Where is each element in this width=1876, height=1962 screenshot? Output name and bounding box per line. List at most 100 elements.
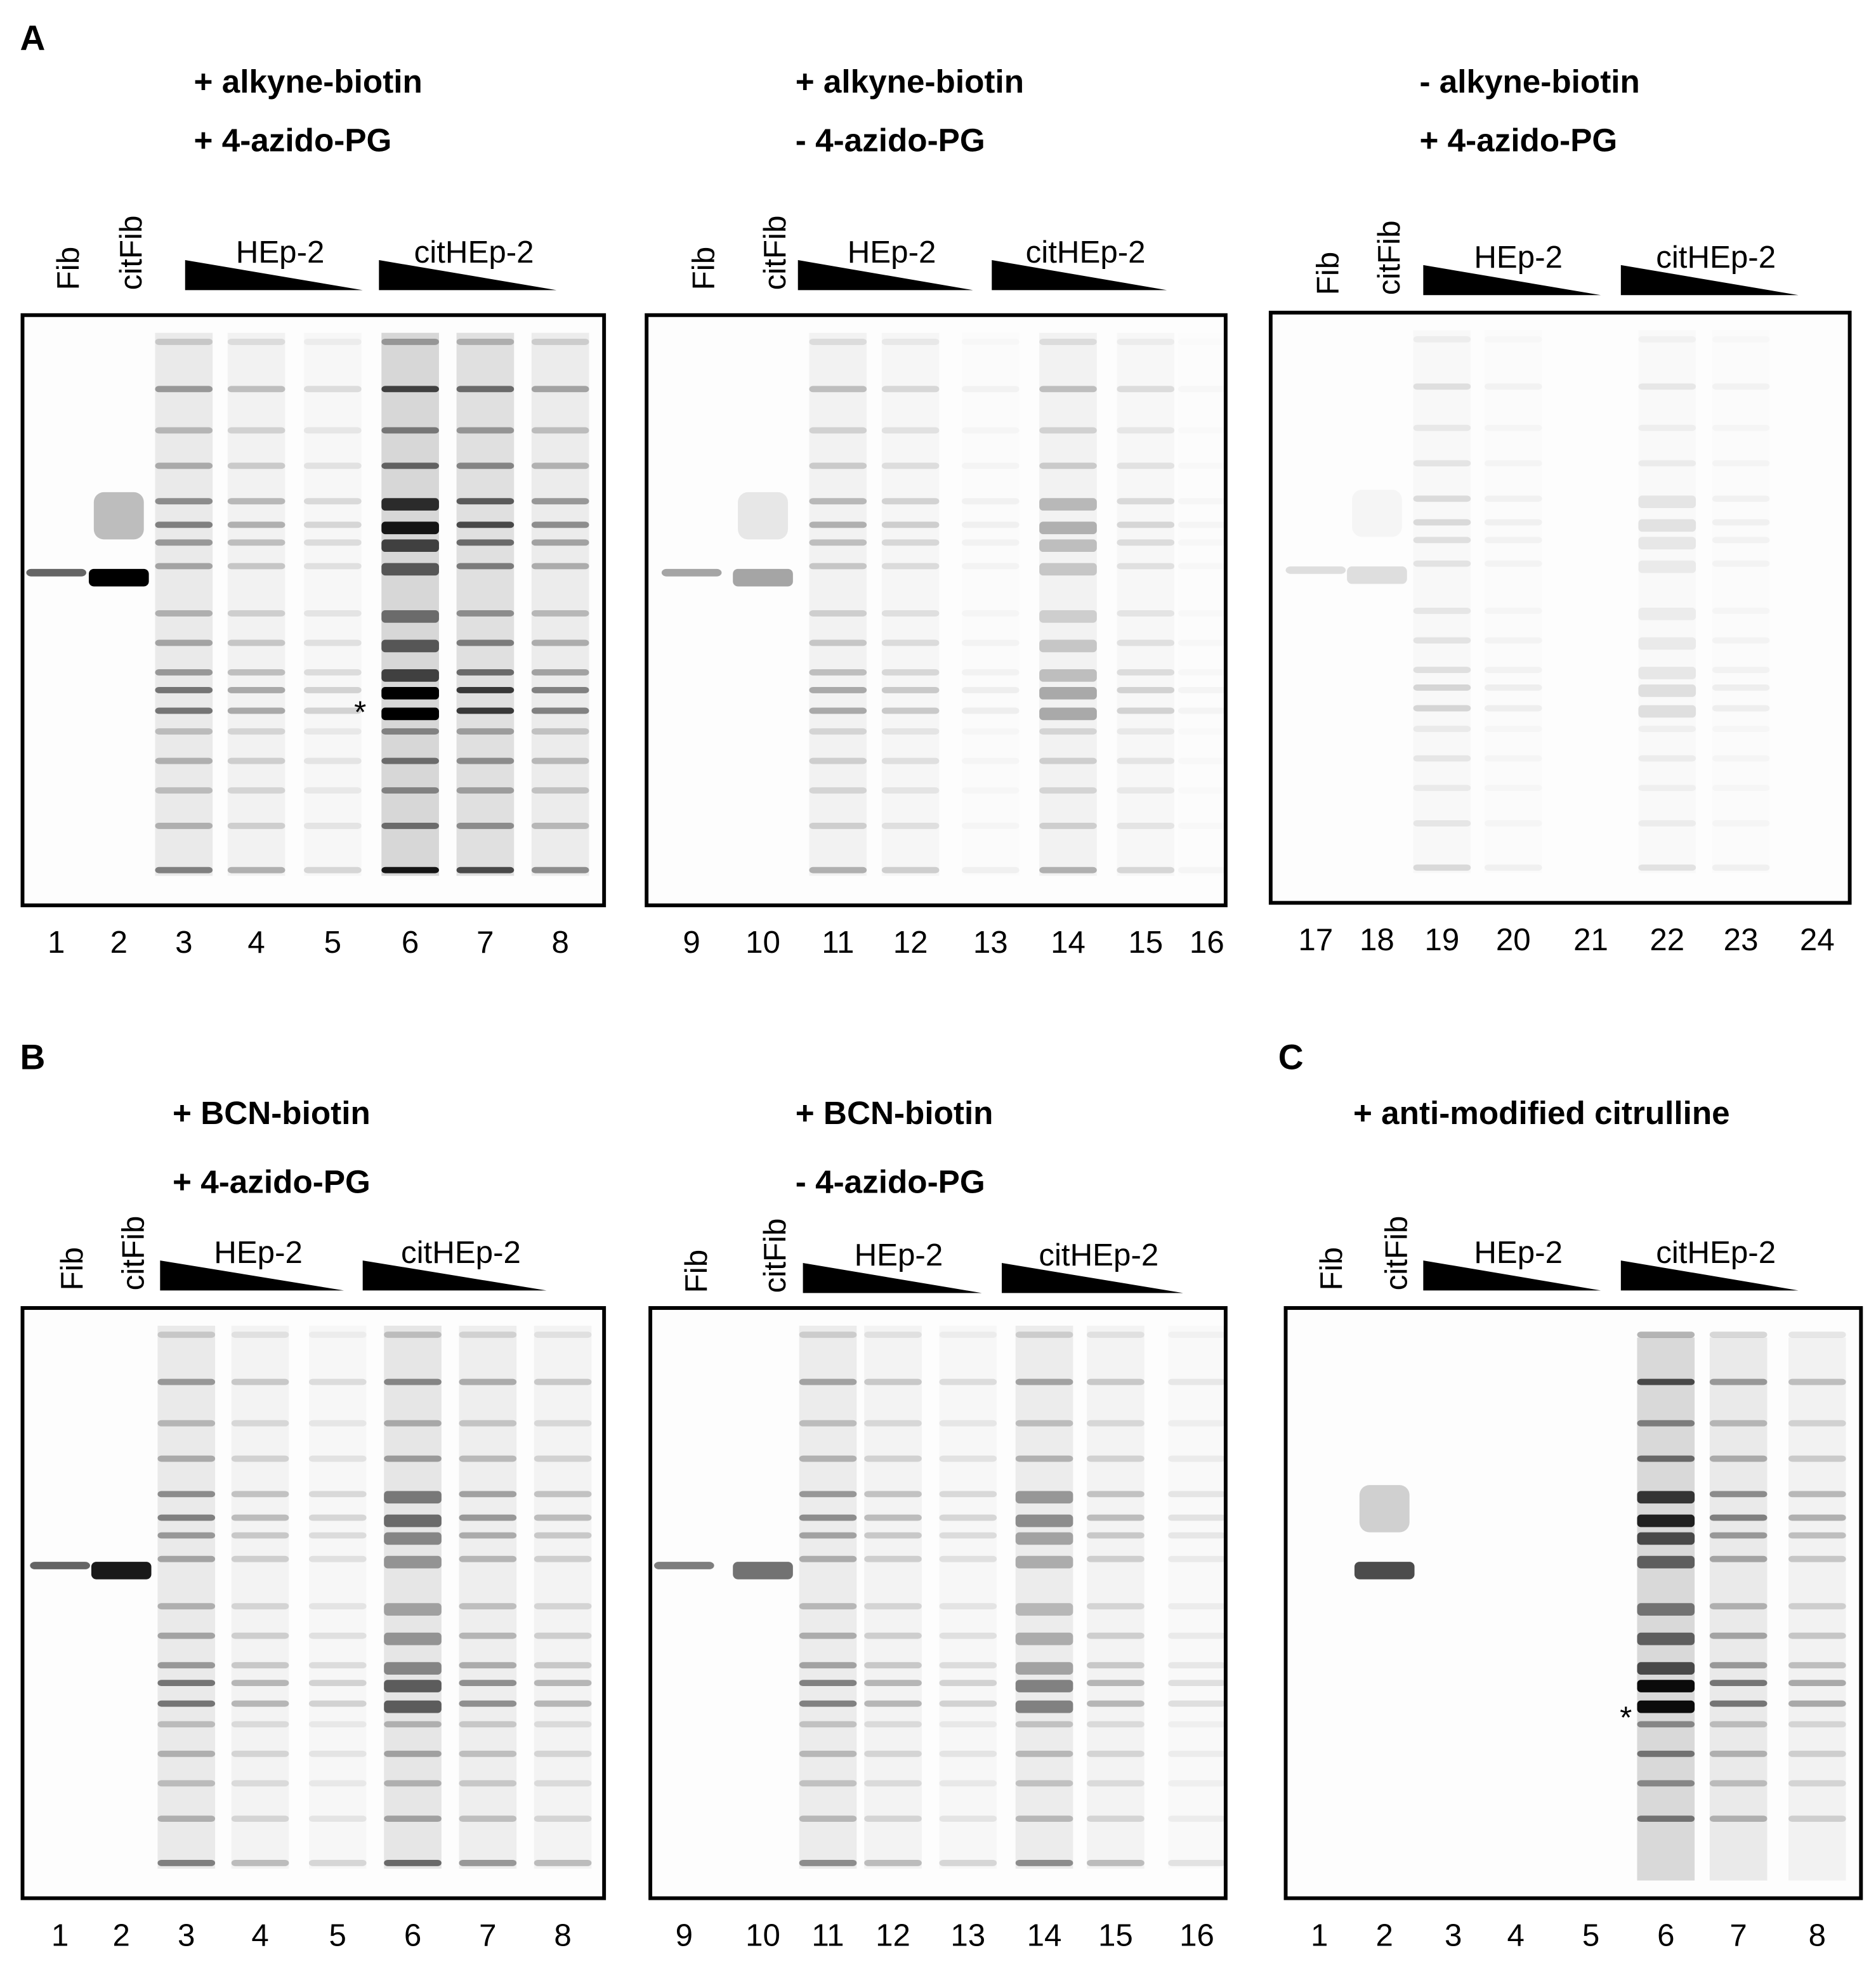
band (381, 462, 439, 469)
band (1168, 1331, 1226, 1338)
band (384, 1420, 442, 1427)
band (304, 462, 362, 469)
band (531, 686, 589, 693)
band (1117, 669, 1175, 676)
band (881, 669, 940, 676)
band (1087, 1603, 1145, 1610)
condition-label: + 4-azido-PG (194, 122, 392, 159)
band (809, 610, 867, 617)
band (157, 1514, 216, 1521)
band (1039, 707, 1097, 721)
band (1712, 383, 1770, 389)
lane-label: citHEp-2 (401, 1235, 521, 1270)
band (1087, 1680, 1145, 1687)
band (308, 1555, 367, 1562)
band (1117, 867, 1175, 873)
band (1712, 336, 1770, 343)
band (1413, 519, 1471, 526)
band (157, 1491, 216, 1498)
band (459, 1555, 517, 1562)
band (1709, 1721, 1768, 1728)
lane-number: 17 (1298, 922, 1333, 957)
band (962, 823, 1020, 829)
band (1015, 1815, 1073, 1822)
lane-smear (1638, 330, 1696, 873)
band (1709, 1555, 1768, 1562)
band (881, 757, 940, 764)
band (1087, 1750, 1145, 1757)
band (384, 1514, 442, 1527)
band (1015, 1420, 1073, 1427)
band (231, 1331, 289, 1338)
band (1712, 638, 1770, 644)
band (1712, 705, 1770, 712)
band (531, 728, 589, 735)
panel-letter: C (1278, 1037, 1304, 1076)
band (1413, 684, 1471, 691)
band (1638, 519, 1696, 532)
lane-smear (381, 332, 439, 876)
band (881, 462, 940, 469)
band (534, 1514, 592, 1521)
band (1015, 1514, 1073, 1527)
band (809, 498, 867, 505)
band (1712, 460, 1770, 466)
band (1168, 1632, 1226, 1639)
band (381, 728, 439, 735)
band (381, 338, 439, 345)
band (384, 1780, 442, 1787)
band (881, 539, 940, 546)
band (534, 1555, 592, 1562)
band (962, 787, 1020, 794)
band (1485, 460, 1542, 466)
band (1638, 460, 1696, 467)
lane-number: 5 (329, 1918, 346, 1952)
band (809, 521, 867, 528)
band (1712, 519, 1770, 526)
band (1484, 864, 1542, 871)
band (384, 1532, 442, 1545)
lane-smear (459, 1325, 517, 1869)
band (1168, 1750, 1226, 1757)
band (1168, 1680, 1226, 1687)
band (227, 787, 285, 794)
band (1413, 705, 1471, 712)
band-marker: * (1620, 1700, 1632, 1735)
lane-number: 18 (1360, 922, 1394, 957)
band (459, 1420, 517, 1427)
lane-number: 20 (1496, 922, 1531, 957)
lane-smear (1709, 1337, 1768, 1881)
band (227, 498, 285, 505)
band (1638, 755, 1696, 762)
band (961, 707, 1020, 714)
band (939, 1331, 997, 1338)
band (864, 1378, 922, 1385)
band (231, 1750, 289, 1757)
band (227, 521, 285, 528)
band (384, 1555, 442, 1569)
band (1788, 1514, 1846, 1521)
lane-number: 16 (1190, 925, 1224, 960)
band (1637, 1514, 1695, 1527)
band (1484, 495, 1542, 502)
band (799, 1491, 857, 1498)
band (1637, 1420, 1695, 1427)
band (308, 1815, 367, 1822)
panel-letter: B (20, 1037, 46, 1076)
band (531, 822, 589, 829)
band (227, 686, 285, 693)
band (799, 1455, 857, 1462)
band (1039, 639, 1097, 653)
blot-frame (20, 1306, 607, 1900)
band (1637, 1455, 1695, 1462)
blot-frame (20, 313, 607, 908)
band (809, 338, 867, 345)
lane-smear (1015, 1325, 1073, 1869)
band (1413, 864, 1471, 871)
band (809, 386, 867, 393)
band (1015, 1455, 1073, 1462)
band (1015, 1680, 1073, 1692)
band (1413, 726, 1471, 733)
band (155, 427, 213, 434)
